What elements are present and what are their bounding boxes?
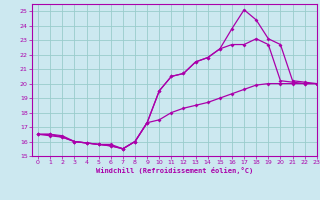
X-axis label: Windchill (Refroidissement éolien,°C): Windchill (Refroidissement éolien,°C) (96, 167, 253, 174)
